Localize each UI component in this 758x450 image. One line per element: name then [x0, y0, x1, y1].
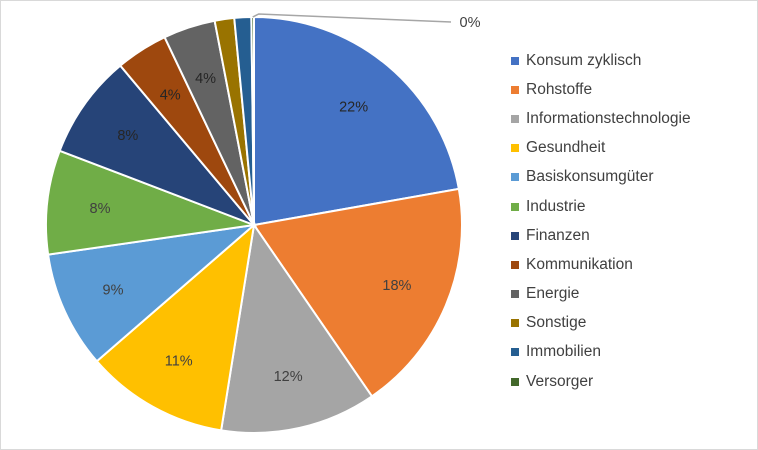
legend-label: Kommunikation	[526, 255, 633, 273]
legend-swatch	[511, 114, 519, 123]
data-label: 12%	[274, 369, 303, 385]
data-label: 8%	[117, 128, 138, 144]
legend-swatch	[511, 231, 519, 240]
legend-swatch	[511, 319, 519, 328]
legend-item: Basiskonsumgüter	[511, 163, 691, 192]
data-label: 4%	[195, 71, 216, 87]
pie-slice	[219, 222, 374, 434]
pie-slice	[252, 187, 463, 398]
legend-item: Rohstoffe	[511, 75, 691, 104]
data-label: 18%	[382, 278, 411, 294]
legend-swatch	[511, 290, 519, 299]
legend-label: Gesundheit	[526, 139, 606, 157]
legend-swatch	[511, 202, 519, 211]
legend: Konsum zyklisch Rohstoffe Informationstech…	[511, 46, 691, 396]
legend-item: Finanzen	[511, 221, 691, 250]
legend-label: Versorger	[526, 372, 594, 390]
legend-label: Sonstige	[526, 314, 587, 332]
legend-item: Kommunikation	[511, 250, 691, 279]
data-label: 11%	[165, 353, 193, 369]
legend-label: Industrie	[526, 197, 586, 215]
legend-label: Immobilien	[526, 343, 601, 361]
data-label: 8%	[90, 201, 111, 217]
legend-swatch	[511, 144, 519, 153]
legend-item: Industrie	[511, 192, 691, 221]
legend-label: Informationstechnologie	[526, 109, 691, 127]
data-label: 0%	[460, 15, 481, 31]
legend-item: Konsum zyklisch	[511, 46, 691, 75]
pie-slice	[45, 149, 258, 256]
pie-slice	[95, 222, 256, 432]
legend-swatch	[511, 85, 519, 94]
leader-line	[252, 13, 452, 23]
data-label: 22%	[339, 99, 368, 115]
legend-swatch	[511, 260, 519, 269]
legend-label: Konsum zyklisch	[526, 51, 642, 69]
legend-label: Energie	[526, 285, 580, 303]
pie-slice	[253, 15, 460, 227]
data-label: 4%	[160, 88, 181, 104]
legend-item: Immobilien	[511, 338, 691, 367]
legend-swatch	[511, 56, 519, 65]
pie-slice	[46, 223, 258, 363]
legend-item: Energie	[511, 280, 691, 309]
legend-item: Informationstechnologie	[511, 104, 691, 133]
legend-item: Versorger	[511, 367, 691, 396]
legend-label: Basiskonsumgüter	[526, 168, 654, 186]
legend-label: Finanzen	[526, 226, 590, 244]
legend-item: Sonstige	[511, 309, 691, 338]
data-label: 9%	[103, 282, 124, 298]
pie-slice	[58, 64, 258, 228]
legend-swatch	[511, 173, 519, 182]
legend-swatch	[511, 348, 519, 357]
legend-label: Rohstoffe	[526, 80, 593, 98]
legend-swatch	[511, 377, 519, 386]
legend-item: Gesundheit	[511, 134, 691, 163]
